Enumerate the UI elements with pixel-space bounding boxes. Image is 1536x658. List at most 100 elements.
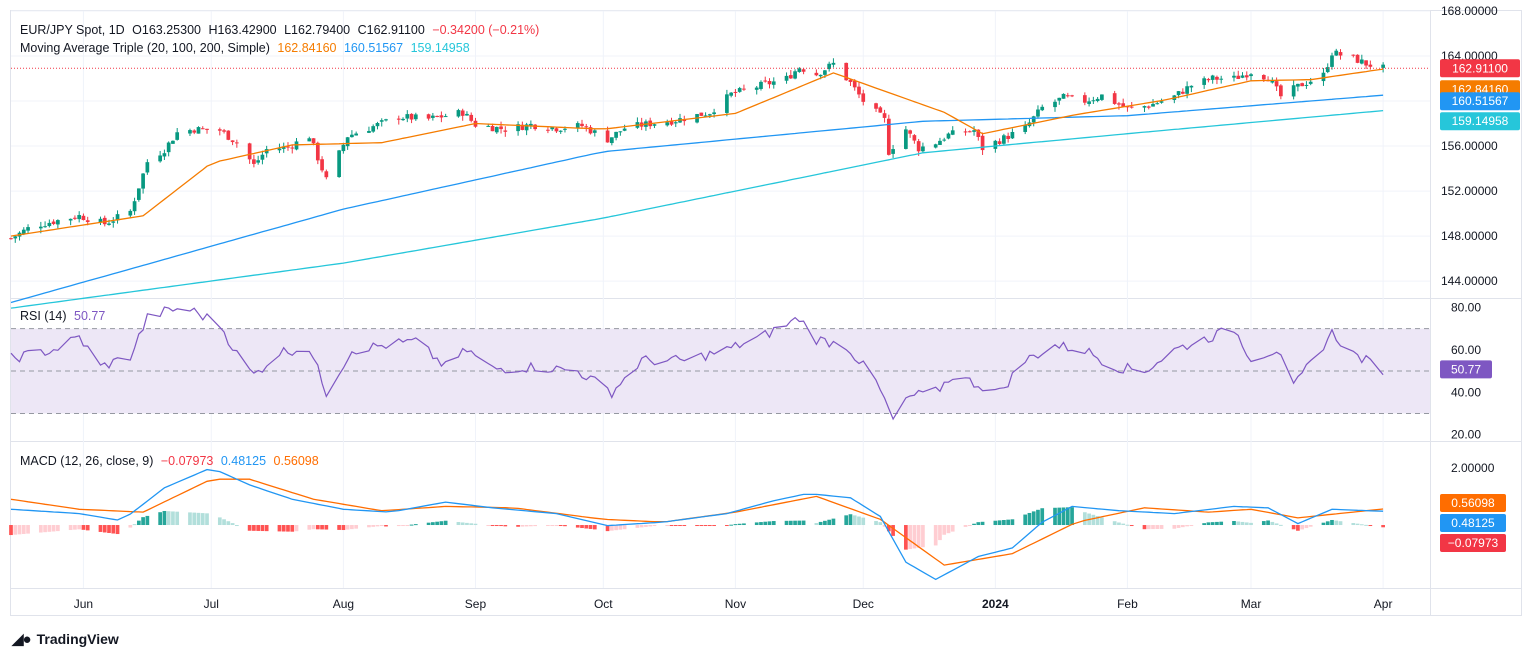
candle[interactable] [43,221,47,228]
candle[interactable] [1359,54,1364,65]
candle[interactable] [98,216,103,226]
candle[interactable] [882,109,887,123]
candle[interactable] [260,150,265,165]
candle[interactable] [967,130,972,133]
candle[interactable] [26,224,30,234]
candle[interactable] [703,112,708,117]
macd-pane[interactable] [9,468,1385,581]
candle[interactable] [963,128,968,136]
candle[interactable] [132,197,137,215]
candle[interactable] [1040,104,1045,112]
candle[interactable] [145,159,150,175]
candle[interactable] [742,84,746,91]
candle[interactable] [503,126,508,137]
candle[interactable] [1002,133,1006,145]
candle[interactable] [396,115,401,125]
candle[interactable] [141,173,145,194]
candle[interactable] [1091,96,1096,104]
candle[interactable] [281,142,286,153]
candle[interactable] [1381,62,1385,73]
candle[interactable] [192,129,197,135]
candle[interactable] [933,143,938,149]
candle[interactable] [529,120,533,129]
candle[interactable] [456,108,461,118]
candle[interactable] [1321,68,1326,86]
candle[interactable] [1304,81,1309,89]
candle[interactable] [673,121,678,128]
candle[interactable] [1172,94,1177,104]
candle[interactable] [354,131,359,136]
candle[interactable] [1112,90,1117,105]
candle[interactable] [1082,92,1087,106]
candle[interactable] [205,128,209,134]
candle[interactable] [1036,105,1040,119]
candle[interactable] [465,111,469,116]
candle[interactable] [222,128,226,134]
candle[interactable] [1236,70,1241,80]
brand[interactable]: ◢● TradingView [12,630,119,648]
candle[interactable] [759,80,763,91]
candle[interactable] [1189,85,1194,93]
candle[interactable] [102,215,107,227]
candle[interactable] [315,141,320,165]
candle[interactable] [1279,84,1283,100]
candle[interactable] [950,126,955,136]
candle[interactable] [737,86,742,93]
candle[interactable] [1117,101,1121,110]
candle[interactable] [546,127,550,134]
candle[interactable] [56,219,60,229]
rsi-pane[interactable] [10,306,1430,421]
candle[interactable] [111,217,116,228]
candle[interactable] [1210,74,1215,84]
candle[interactable] [1244,71,1249,81]
candle[interactable] [1010,128,1015,140]
candle[interactable] [1023,121,1028,135]
candle[interactable] [584,123,589,132]
candle[interactable] [1053,99,1057,112]
candle[interactable] [1027,118,1032,128]
candle[interactable] [473,117,478,128]
candle[interactable] [1006,132,1010,143]
candle[interactable] [827,61,832,72]
candle[interactable] [401,117,405,121]
candle[interactable] [1249,73,1253,81]
candle[interactable] [115,210,120,224]
candle[interactable] [73,215,77,221]
candle[interactable] [136,188,141,202]
candle[interactable] [443,113,448,118]
candle[interactable] [409,113,414,124]
candle[interactable] [77,211,82,223]
candle[interactable] [767,78,772,89]
candle[interactable] [848,78,853,86]
candle[interactable] [725,89,729,117]
candle[interactable] [614,131,618,141]
candle[interactable] [158,150,162,163]
candle[interactable] [644,119,648,131]
candle[interactable] [793,69,797,80]
candle[interactable] [337,149,341,178]
candle[interactable] [874,102,878,112]
candle[interactable] [166,141,171,157]
candle[interactable] [384,118,388,122]
candle[interactable] [230,140,235,146]
candle[interactable] [1325,63,1330,74]
candle[interactable] [891,144,895,158]
candle[interactable] [609,137,614,146]
candle[interactable] [217,127,222,136]
candle[interactable] [1061,93,1066,99]
candle[interactable] [435,115,439,118]
candle[interactable] [942,137,947,142]
candle[interactable] [1274,77,1279,91]
candle[interactable] [669,117,674,126]
candle[interactable] [1215,75,1219,85]
candle[interactable] [580,119,584,128]
price-pane[interactable] [9,48,1430,309]
candle[interactable] [196,126,201,134]
candle[interactable] [1070,94,1074,98]
candle[interactable] [51,219,56,226]
candle[interactable] [1065,92,1070,98]
candle[interactable] [439,111,444,123]
candle[interactable] [635,117,640,129]
candle[interactable] [1240,72,1245,79]
candle[interactable] [256,155,261,165]
